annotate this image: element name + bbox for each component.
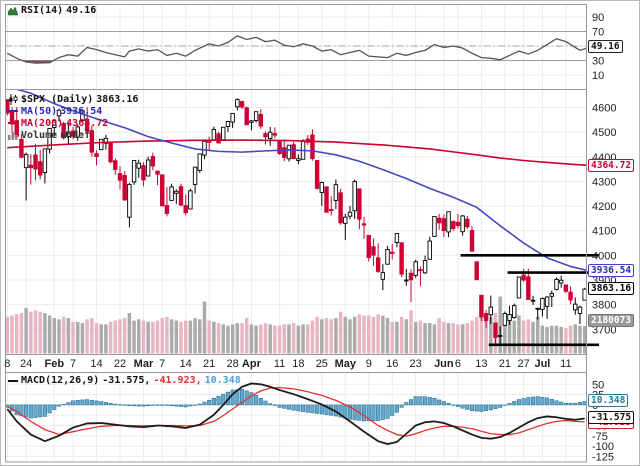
ma50-legend-row: MA(50) 3936.54	[8, 105, 138, 117]
rsi-legend: RSI(14) 49.16	[8, 5, 96, 16]
axis-tick-label: 50	[592, 379, 604, 391]
volume-bars	[5, 296, 587, 354]
ma200-line-icon	[8, 122, 18, 124]
candlestick-icon	[9, 93, 18, 105]
ma200-legend-row: MA(200) 4364.72	[8, 117, 138, 129]
macd-hist-tag: 10.348	[588, 394, 629, 407]
macd-line-icon	[8, 379, 18, 382]
axis-tick-label: 7	[70, 358, 76, 370]
macd-signal-value: -41.923,	[153, 375, 202, 386]
ma50-value: 3936.54	[60, 105, 103, 117]
axis-tick-label: 21	[499, 358, 511, 370]
axis-tick-label: 11	[560, 358, 571, 370]
symbol-label: $SPX (Daily)	[21, 93, 94, 105]
axis-tick-label: 4600	[592, 103, 616, 115]
axis-tick-label: 28	[227, 358, 239, 370]
axis-tick-label: Apr	[242, 358, 262, 370]
volume-value-tag: 2180073	[588, 314, 635, 327]
axis-tick-label: 9	[366, 358, 372, 370]
axis-tick-label: 7	[159, 358, 165, 370]
macd-plot	[5, 382, 587, 445]
last-price: 3863.16	[96, 93, 139, 105]
axis-tick-label: 3800	[592, 300, 616, 312]
rsi-plot	[7, 35, 587, 64]
axis-tick-label: May	[335, 358, 357, 370]
axis-tick-label: Feb	[45, 358, 65, 370]
area-chart-icon	[8, 5, 18, 15]
axis-tick-label: 13	[475, 358, 487, 370]
macd-value-tag: -31.575	[588, 411, 635, 424]
volume-legend-row: Volume undef	[8, 129, 138, 141]
trendline-annotations	[460, 254, 599, 347]
axis-tick-label: Jun	[434, 358, 454, 370]
last-price-tag: 3863.16	[588, 282, 635, 295]
volume-label: Volume	[21, 129, 58, 141]
axis-tick-label: 18	[292, 358, 304, 370]
volume-value: undef	[60, 129, 91, 141]
axis-tick-label: -100	[592, 441, 614, 453]
axis-tick-label: 30	[592, 56, 604, 68]
axis-tick-label: 10	[592, 70, 604, 82]
macd-hist-value: 10.348	[204, 375, 241, 386]
ma200-value: 4364.72	[66, 117, 109, 129]
axis-tick-label: 8	[4, 358, 10, 370]
axis-tick-label: 16	[386, 358, 398, 370]
macd-legend: MACD(12,26,9) -31.575, -41.923, 10.348	[8, 375, 241, 386]
axis-tick-label: 14	[180, 358, 192, 370]
axis-tick-label: 25	[316, 358, 328, 370]
macd-label: MACD(12,26,9)	[21, 375, 100, 386]
axis-tick-label: 4300	[592, 176, 616, 188]
rsi-legend-label: RSI(14)	[21, 5, 64, 16]
ma50-label: MA(50)	[21, 105, 58, 117]
price-legend: $SPX (Daily) 3863.16 MA(50) 3936.54 MA(2…	[8, 93, 138, 141]
macd-value: -31.575,	[102, 375, 151, 386]
rsi-value-tag: 49.16	[588, 40, 623, 53]
axis-tick-label: -125	[592, 451, 614, 463]
axis-tick-label: -75	[592, 431, 608, 443]
axis-tick-label: 24	[20, 358, 32, 370]
axis-tick-label: 4100	[592, 226, 616, 238]
ma200-label: MA(200)	[21, 117, 64, 129]
axis-tick-label: 4500	[592, 127, 616, 139]
axis-tick-label: 27	[518, 358, 530, 370]
ma50-line-icon	[8, 110, 18, 112]
axis-tick-label: 4200	[592, 201, 616, 213]
moving-averages	[7, 90, 587, 272]
axis-tick-label: 4000	[592, 250, 616, 262]
axis-tick-label: 90	[592, 12, 604, 24]
panel-frame	[5, 4, 587, 463]
axis-tick-label: 3700	[592, 324, 616, 336]
candles-layer	[5, 98, 587, 345]
price-legend-title-row: $SPX (Daily) 3863.16	[8, 93, 138, 105]
axis-tick-label: 23	[410, 358, 422, 370]
axis-tick-label: 14	[90, 358, 102, 370]
rsi-legend-value: 49.16	[66, 5, 97, 16]
axis-tick-label: 22	[114, 358, 126, 370]
axis-tick-label: 6	[455, 358, 461, 370]
axis-tick-label: 11	[274, 358, 285, 370]
volume-bars-icon	[8, 132, 18, 140]
axis-tick-label: Mar	[134, 358, 154, 370]
axis-tick-label: 21	[203, 358, 215, 370]
ma50-value-tag: 3936.54	[588, 264, 635, 277]
axis-tick-label: 70	[592, 27, 604, 39]
axis-tick-label: Jul	[534, 358, 550, 370]
ma200-value-tag: 4364.72	[588, 159, 635, 172]
